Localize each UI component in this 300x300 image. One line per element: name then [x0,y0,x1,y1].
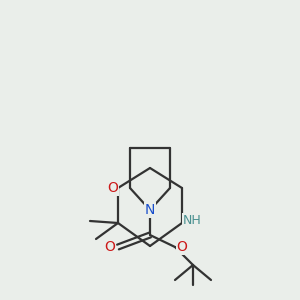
Text: N: N [145,203,155,217]
Text: NH: NH [183,214,201,226]
Text: O: O [105,240,116,254]
Text: O: O [177,240,188,254]
Text: O: O [108,181,118,195]
